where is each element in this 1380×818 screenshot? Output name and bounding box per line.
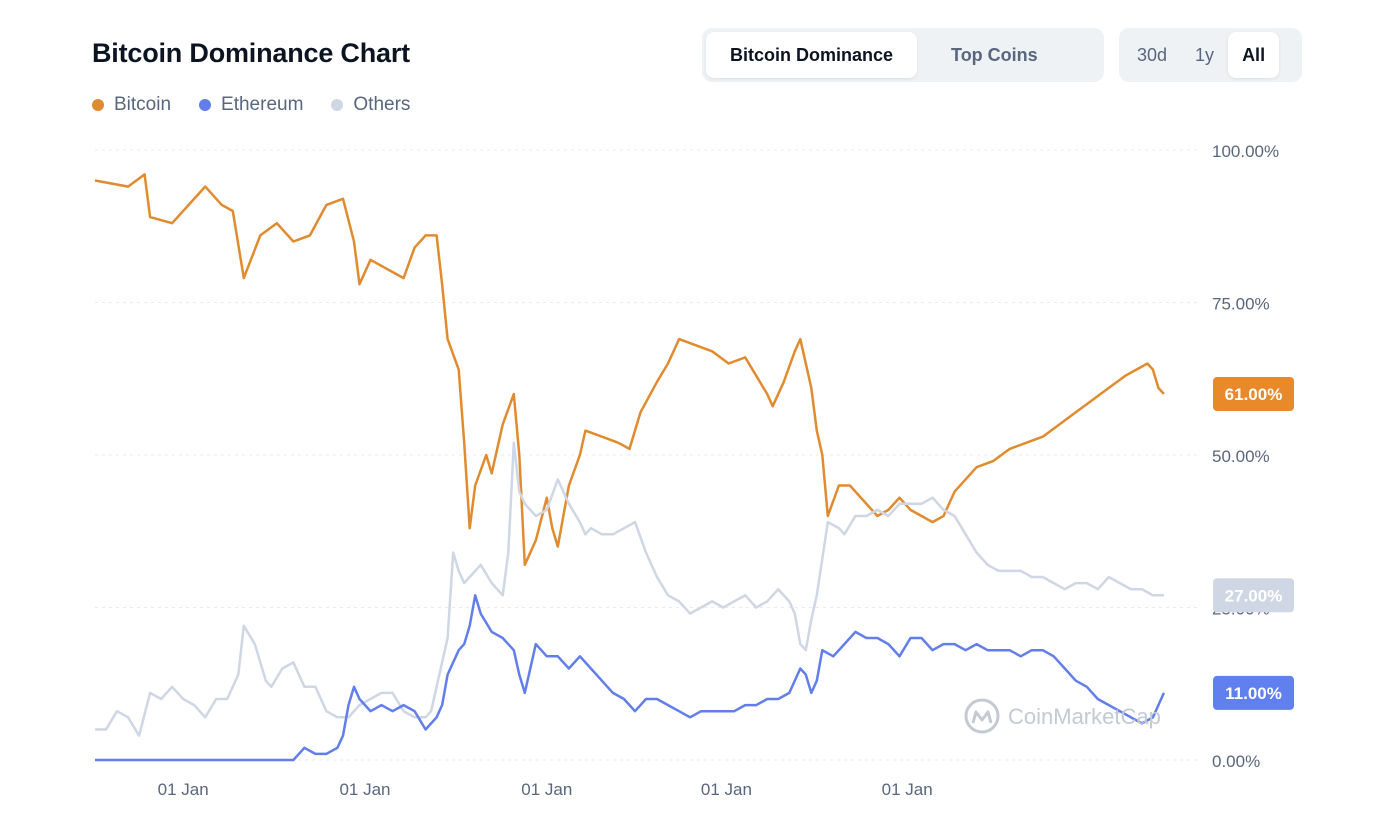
coinmarketcap-watermark: CoinMarketCap <box>964 698 1161 734</box>
end-value-text: 61.00% <box>1225 385 1283 404</box>
range-all-button[interactable]: All <box>1228 32 1280 78</box>
end-value-badge-bitcoin: 61.00% <box>1213 377 1294 411</box>
legend-dot-ethereum <box>199 99 212 111</box>
tab-top-coins[interactable]: Top Coins <box>951 44 1038 65</box>
legend-item-others[interactable]: Others <box>331 94 410 116</box>
end-value-text: 27.00% <box>1225 586 1283 605</box>
watermark-text: CoinMarketCap <box>1008 704 1161 729</box>
legend-label-bitcoin: Bitcoin <box>114 94 172 115</box>
end-value-text: 11.00% <box>1225 684 1282 703</box>
range-1y-button[interactable]: 1y <box>1195 44 1215 65</box>
legend-dot-others <box>331 99 344 111</box>
series-line-others[interactable] <box>95 441 1164 737</box>
x-tick-label: 01 Jan <box>521 780 572 799</box>
range-30d-button[interactable]: 30d <box>1137 44 1168 65</box>
series-line-bitcoin[interactable] <box>94 173 1165 567</box>
legend-dot-bitcoin <box>92 99 104 111</box>
y-tick-label: 75.00% <box>1212 295 1270 314</box>
series-line-ethereum[interactable] <box>95 594 1166 762</box>
y-tick-label: 0.00% <box>1212 752 1260 771</box>
range-toggle: 30d 1y All <box>1119 28 1302 82</box>
legend-item-ethereum[interactable]: Ethereum <box>199 94 303 116</box>
tab-bitcoin-dominance[interactable]: Bitcoin Dominance <box>706 32 918 78</box>
x-tick-label: 01 Jan <box>882 780 933 799</box>
coinmarketcap-logo-icon <box>964 698 1000 734</box>
y-tick-label: 100.00% <box>1212 142 1279 161</box>
legend-label-ethereum: Ethereum <box>221 94 304 115</box>
view-toggle: Bitcoin Dominance Top Coins <box>702 28 1104 82</box>
end-value-badge-bg <box>1213 675 1294 710</box>
end-value-badge-others: 27.00% <box>1213 578 1294 613</box>
end-value-badge-bg <box>1213 578 1294 613</box>
chart-legend: Bitcoin Ethereum Others <box>92 94 410 116</box>
legend-item-bitcoin[interactable]: Bitcoin <box>92 94 171 116</box>
end-value-badge-bg <box>1213 377 1294 411</box>
end-value-badge-ethereum: 11.00% <box>1213 675 1294 710</box>
page-title: Bitcoin Dominance Chart <box>92 38 410 68</box>
coinmarketcap-logo-mark <box>971 710 993 724</box>
legend-label-others: Others <box>353 94 411 115</box>
x-tick-label: 01 Jan <box>158 780 209 799</box>
x-tick-label: 01 Jan <box>701 780 752 799</box>
x-tick-label: 01 Jan <box>339 780 390 799</box>
y-tick-label: 50.00% <box>1212 447 1270 466</box>
